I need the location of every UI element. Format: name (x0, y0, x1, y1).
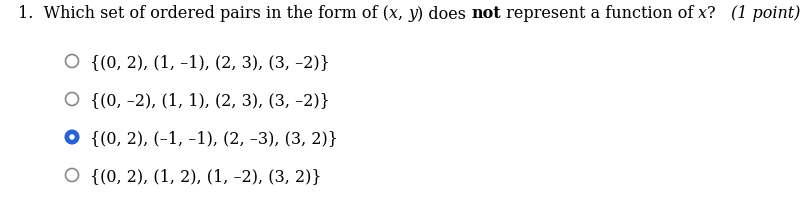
Text: {(0, 2), (1, –1), (2, 3), (3, –2)}: {(0, 2), (1, –1), (2, 3), (3, –2)} (90, 54, 330, 71)
Text: {(0, 2), (–1, –1), (2, –3), (3, 2)}: {(0, 2), (–1, –1), (2, –3), (3, 2)} (90, 130, 338, 148)
Text: y: y (408, 5, 417, 22)
Text: {(0, 2), (1, 2), (1, –2), (3, 2)}: {(0, 2), (1, 2), (1, –2), (3, 2)} (90, 168, 322, 186)
Text: ?: ? (707, 5, 731, 22)
Text: ) does: ) does (417, 5, 471, 22)
Text: x: x (389, 5, 398, 22)
Text: {(0, –2), (1, 1), (2, 3), (3, –2)}: {(0, –2), (1, 1), (2, 3), (3, –2)} (90, 92, 330, 110)
Circle shape (66, 130, 78, 143)
Text: ,: , (398, 5, 408, 22)
Text: not: not (471, 5, 501, 22)
Circle shape (66, 54, 78, 67)
Text: represent a function of: represent a function of (501, 5, 698, 22)
Circle shape (70, 134, 74, 140)
Text: x: x (698, 5, 707, 22)
Text: 1.  Which set of ordered pairs in the form of (: 1. Which set of ordered pairs in the for… (18, 5, 389, 22)
Circle shape (66, 168, 78, 181)
Text: (1 point): (1 point) (731, 5, 800, 22)
Circle shape (66, 92, 78, 105)
